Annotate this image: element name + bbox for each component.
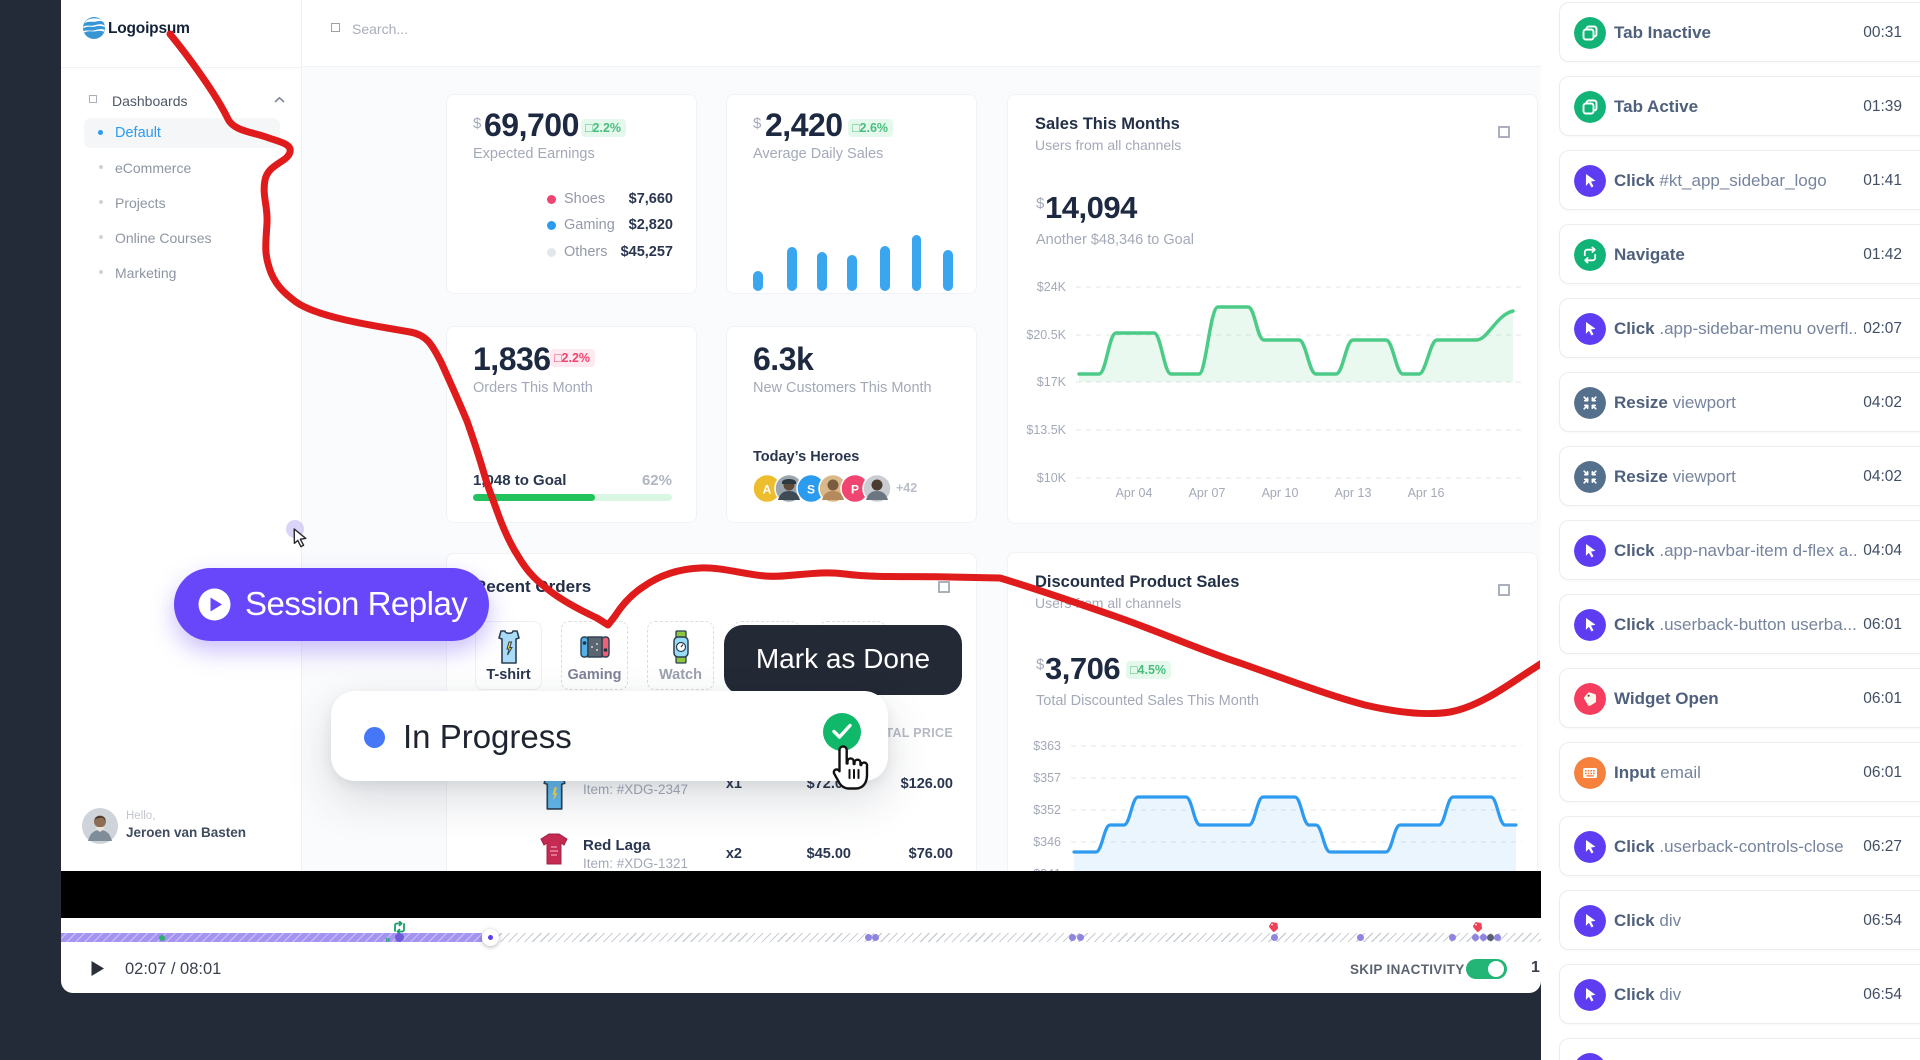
svg-text:A: A xyxy=(763,483,772,497)
svg-text:$20.5K: $20.5K xyxy=(1026,328,1066,342)
svg-text:$352: $352 xyxy=(1033,803,1061,817)
svg-text:Apr 04: Apr 04 xyxy=(1116,486,1153,500)
svg-text:Apr 16: Apr 16 xyxy=(1408,486,1445,500)
svg-text:P: P xyxy=(851,483,859,497)
svg-text:S: S xyxy=(807,483,815,497)
svg-text:$10K: $10K xyxy=(1037,471,1067,485)
svg-text:$341: $341 xyxy=(1033,867,1061,871)
svg-text:$357: $357 xyxy=(1033,771,1061,785)
svg-text:Apr 07: Apr 07 xyxy=(1189,486,1226,500)
svg-text:$17K: $17K xyxy=(1037,375,1067,389)
svg-text:$363: $363 xyxy=(1033,739,1061,753)
svg-text:Apr 13: Apr 13 xyxy=(1335,486,1372,500)
svg-text:$24K: $24K xyxy=(1037,280,1067,294)
svg-text:Apr 10: Apr 10 xyxy=(1262,486,1299,500)
svg-text:+42: +42 xyxy=(896,481,917,495)
svg-text:$13.5K: $13.5K xyxy=(1026,423,1066,437)
svg-text:$346: $346 xyxy=(1033,835,1061,849)
